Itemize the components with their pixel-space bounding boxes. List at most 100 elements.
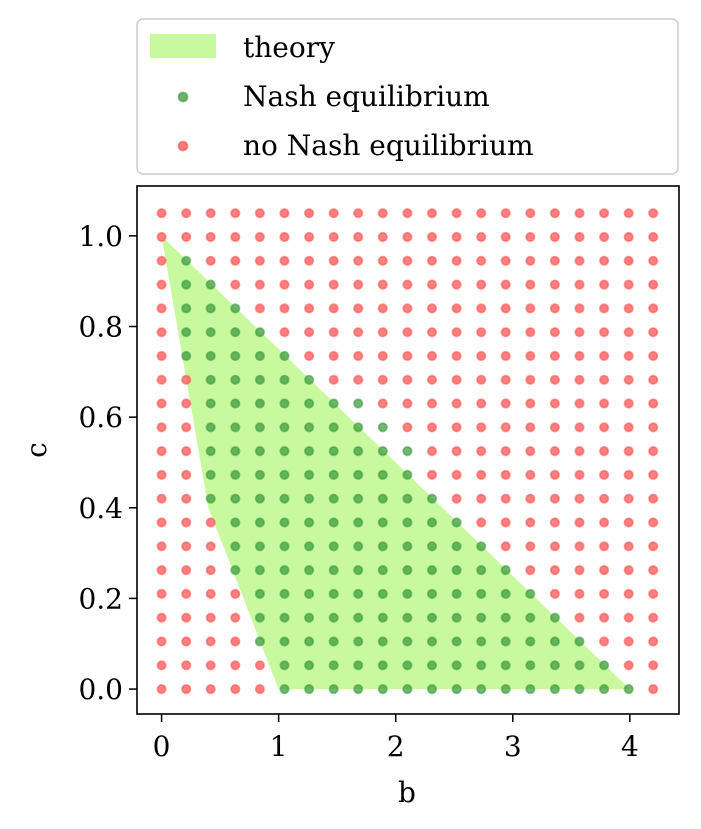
nash-point xyxy=(549,660,561,671)
no-nash-point xyxy=(623,636,634,647)
nash-point xyxy=(426,564,438,576)
no-nash-point xyxy=(181,374,192,385)
no-nash-point xyxy=(574,231,585,243)
nash-point xyxy=(353,564,364,576)
nash-point xyxy=(426,493,438,504)
nash-point xyxy=(303,588,315,600)
nash-point xyxy=(279,660,290,671)
no-nash-point xyxy=(574,517,585,528)
no-nash-point xyxy=(623,327,634,338)
no-nash-point xyxy=(377,398,388,409)
nash-point xyxy=(205,469,216,480)
no-nash-point xyxy=(549,588,561,600)
no-nash-point xyxy=(353,279,364,290)
nash-point xyxy=(377,636,388,647)
no-nash-point xyxy=(181,612,192,623)
no-nash-point xyxy=(623,374,634,385)
no-nash-point xyxy=(353,255,364,266)
no-nash-point xyxy=(205,683,216,695)
no-nash-point xyxy=(156,588,167,600)
no-nash-point xyxy=(476,303,487,314)
no-nash-point xyxy=(451,303,462,314)
nash-point xyxy=(254,636,265,647)
legend-marker-no-nash xyxy=(177,140,189,152)
no-nash-point xyxy=(451,208,462,219)
no-nash-point xyxy=(476,208,487,219)
no-nash-point xyxy=(525,350,536,362)
nash-point xyxy=(328,517,339,528)
no-nash-point xyxy=(648,517,659,528)
no-nash-point xyxy=(205,255,216,266)
no-nash-point xyxy=(598,231,610,243)
no-nash-point xyxy=(648,398,659,409)
no-nash-point xyxy=(402,303,413,314)
x-tick-label: 1 xyxy=(270,730,288,763)
no-nash-point xyxy=(426,350,438,362)
no-nash-point xyxy=(181,660,192,671)
no-nash-point xyxy=(402,422,413,433)
no-nash-point xyxy=(254,303,265,314)
no-nash-point xyxy=(476,517,487,528)
nash-point xyxy=(426,636,438,647)
nash-point xyxy=(279,612,290,623)
no-nash-point xyxy=(426,327,438,338)
nash-point xyxy=(353,398,364,409)
no-nash-point xyxy=(254,683,265,695)
no-nash-point xyxy=(377,231,388,243)
no-nash-point xyxy=(279,255,290,266)
nash-point xyxy=(353,683,364,695)
no-nash-point xyxy=(205,564,216,576)
no-nash-point xyxy=(525,493,536,504)
nash-point xyxy=(476,541,487,552)
no-nash-point xyxy=(476,231,487,243)
no-nash-point xyxy=(623,445,634,457)
no-nash-point xyxy=(574,588,585,600)
no-nash-point xyxy=(156,208,167,219)
nash-point xyxy=(254,493,265,504)
no-nash-point xyxy=(500,445,511,457)
no-nash-point xyxy=(353,231,364,243)
no-nash-point xyxy=(500,327,511,338)
no-nash-point xyxy=(648,660,659,671)
no-nash-point xyxy=(648,279,659,290)
no-nash-point xyxy=(500,303,511,314)
no-nash-point xyxy=(623,303,634,314)
nash-point xyxy=(426,660,438,671)
nash-point xyxy=(426,683,438,695)
no-nash-point xyxy=(205,231,216,243)
no-nash-point xyxy=(303,327,315,338)
nash-point xyxy=(254,445,265,457)
nash-point xyxy=(279,541,290,552)
no-nash-point xyxy=(402,255,413,266)
no-nash-point xyxy=(500,279,511,290)
no-nash-point xyxy=(476,374,487,385)
no-nash-point xyxy=(402,374,413,385)
no-nash-point xyxy=(500,493,511,504)
no-nash-point xyxy=(500,398,511,409)
nash-point xyxy=(451,564,462,576)
no-nash-point xyxy=(181,422,192,433)
no-nash-point xyxy=(623,255,634,266)
nash-point xyxy=(303,541,315,552)
no-nash-point xyxy=(156,660,167,671)
no-nash-point xyxy=(598,469,610,480)
nash-point xyxy=(303,469,315,480)
no-nash-point xyxy=(181,517,192,528)
no-nash-point xyxy=(156,231,167,243)
no-nash-point xyxy=(500,517,511,528)
no-nash-point xyxy=(623,208,634,219)
nash-point xyxy=(353,660,364,671)
no-nash-point xyxy=(549,398,561,409)
y-tick-label: 0.2 xyxy=(78,582,123,615)
no-nash-point xyxy=(648,231,659,243)
nash-point xyxy=(230,541,241,552)
no-nash-point xyxy=(525,564,536,576)
no-nash-point xyxy=(353,303,364,314)
no-nash-point xyxy=(230,660,241,671)
no-nash-point xyxy=(156,469,167,480)
no-nash-point xyxy=(549,493,561,504)
no-nash-point xyxy=(181,398,192,409)
nash-point xyxy=(303,683,315,695)
no-nash-point xyxy=(574,303,585,314)
